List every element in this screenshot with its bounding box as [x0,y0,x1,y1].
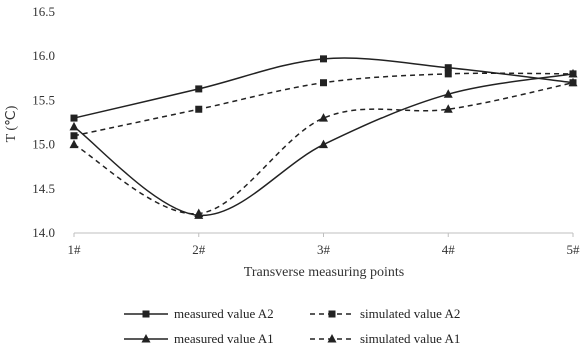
data-point [194,208,204,218]
legend-label: simulated value A1 [360,331,460,346]
legend-label: simulated value A2 [360,306,460,321]
legend-label: measured value A2 [174,306,274,321]
series-2 [69,68,578,219]
data-point [443,89,453,98]
y-tick-label: 15.5 [32,92,55,107]
legend-marker [141,334,151,343]
legend: measured value A2 simulated value A2 measu… [124,306,460,346]
series-line [73,81,574,215]
x-tick-label: 2# [192,242,206,257]
legend-label: measured value A1 [174,331,274,346]
series-3 [69,77,578,218]
legend-marker [328,310,336,318]
y-tick-label: 16.0 [32,48,55,63]
y-axis-ticks: 14.0 14.5 15.0 15.5 16.0 16.5 [32,4,55,240]
legend-item: measured value A1 [124,331,274,346]
x-tick-label: 1# [68,242,82,257]
y-tick-label: 14.5 [32,181,55,196]
data-point [443,104,453,113]
data-point [319,113,328,122]
series-line [73,57,574,119]
legend-marker [142,310,150,318]
data-point [69,139,79,149]
data-point [70,132,78,140]
y-axis-label: T (℃) [4,105,19,142]
x-tick-label: 5# [567,242,581,257]
data-point [319,139,328,149]
y-tick-label: 15.0 [32,137,55,152]
legend-item: simulated value A2 [310,306,460,321]
x-axis-ticks: 1# 2# 3# 4# 5# [68,233,581,257]
data-point [69,121,79,131]
data-point [70,114,78,122]
legend-item: simulated value A1 [310,331,460,346]
series-0 [70,55,577,122]
legend-item: measured value A2 [124,306,274,321]
series-group [69,55,578,219]
x-tick-label: 3# [317,242,331,257]
series-1 [70,70,577,140]
legend-marker [327,334,337,343]
data-point [320,55,327,63]
x-tick-label: 4# [442,242,456,257]
y-tick-label: 16.5 [32,4,55,19]
data-point [320,79,327,87]
data-point [444,70,452,78]
x-axis-label: Transverse measuring points [244,265,404,280]
data-point [568,77,578,87]
data-point [568,68,578,78]
data-point [444,64,452,72]
data-point [195,85,203,93]
data-point [195,105,203,113]
y-tick-label: 14.0 [32,225,55,240]
